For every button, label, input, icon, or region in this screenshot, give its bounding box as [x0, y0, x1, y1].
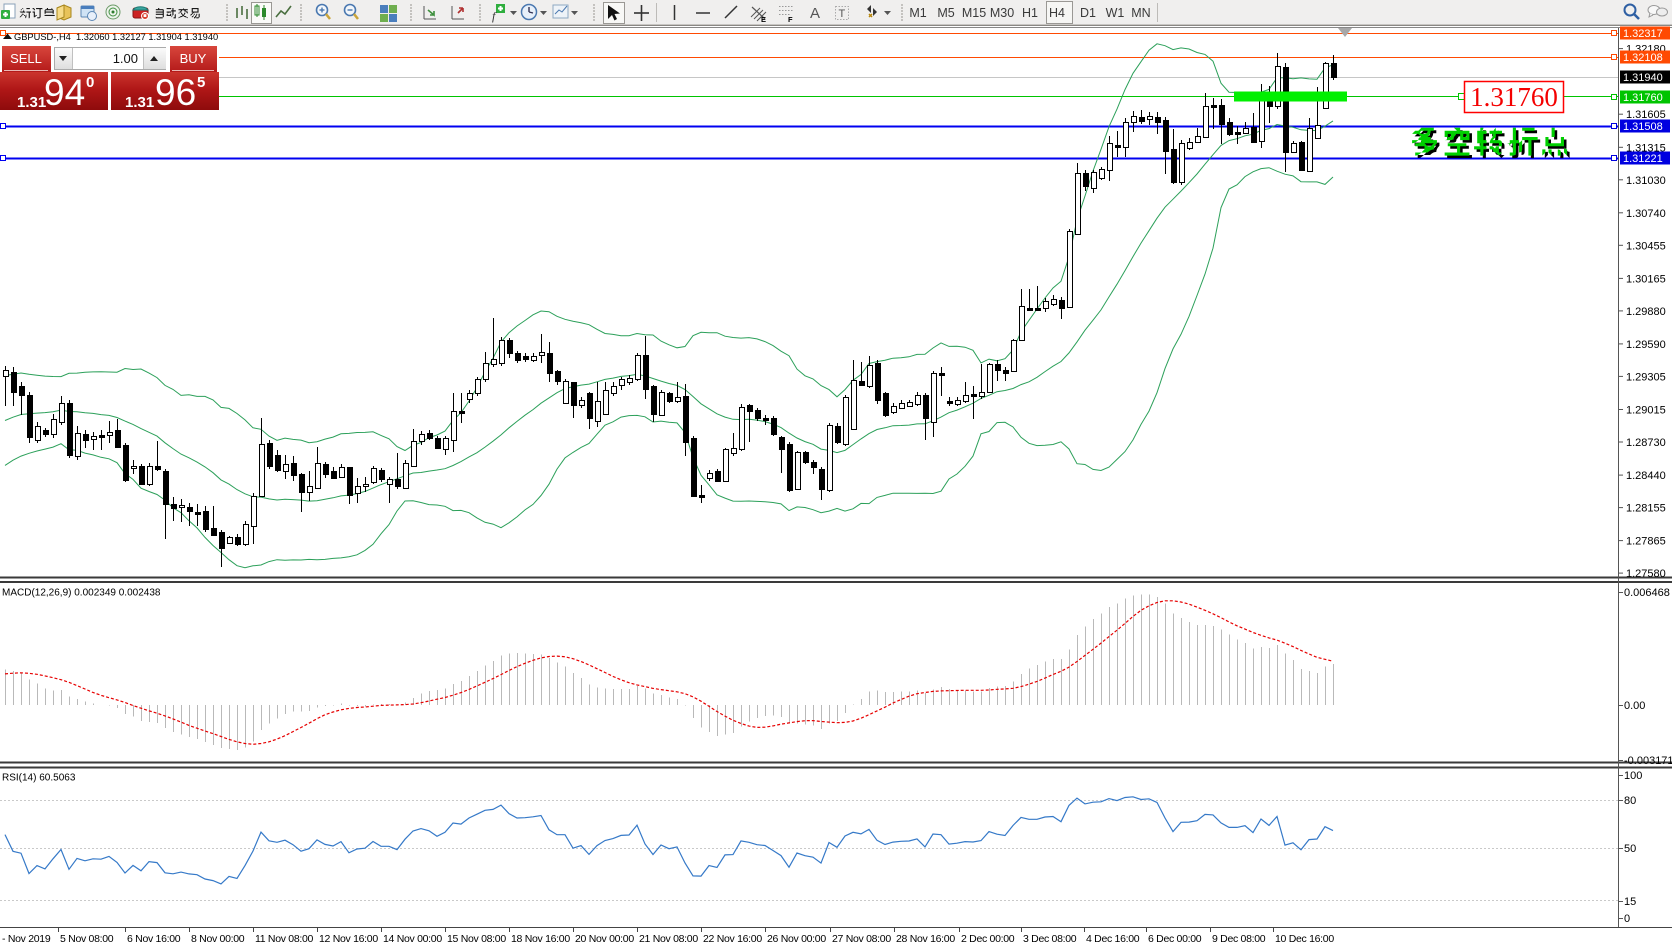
svg-text:-0.003171: -0.003171: [1624, 755, 1672, 767]
svg-text:1.31221: 1.31221: [1623, 153, 1663, 165]
svg-text:1.31315: 1.31315: [1626, 142, 1666, 154]
svg-text:20 Nov 00:00: 20 Nov 00:00: [575, 933, 634, 945]
svg-text:1.31605: 1.31605: [1626, 109, 1666, 121]
svg-text:1.27865: 1.27865: [1626, 536, 1666, 548]
svg-text:50: 50: [1624, 843, 1636, 855]
svg-text:21 Nov 08:00: 21 Nov 08:00: [639, 933, 698, 945]
svg-text:T: T: [839, 8, 846, 20]
svg-text:1.30165: 1.30165: [1626, 273, 1666, 285]
svg-text:MACD(12,26,9) 0.002349 0.00243: MACD(12,26,9) 0.002349 0.002438: [2, 588, 161, 599]
svg-text:M5: M5: [937, 6, 954, 20]
svg-text:1.32317: 1.32317: [1623, 28, 1663, 40]
svg-text:A: A: [810, 5, 820, 22]
svg-text:12 Nov 16:00: 12 Nov 16:00: [319, 933, 378, 945]
svg-text:1.31760: 1.31760: [1623, 92, 1663, 104]
svg-text:18 Nov 16:00: 18 Nov 16:00: [511, 933, 570, 945]
svg-text:1.30455: 1.30455: [1626, 240, 1666, 252]
svg-text:80: 80: [1624, 795, 1636, 807]
svg-text:26 Nov 00:00: 26 Nov 00:00: [767, 933, 826, 945]
svg-text:H4: H4: [1049, 6, 1065, 20]
svg-text:1.28730: 1.28730: [1626, 437, 1666, 449]
svg-text:0.00: 0.00: [1624, 700, 1645, 712]
svg-text:1.28440: 1.28440: [1626, 470, 1666, 482]
svg-text:GBPUSD-,H4 1.32060 1.32127 1.: GBPUSD-,H4 1.32060 1.32127 1.31904 1.319…: [14, 32, 218, 42]
svg-text:1.30740: 1.30740: [1626, 208, 1666, 220]
svg-text:1.27580: 1.27580: [1626, 568, 1666, 580]
svg-text:1.29015: 1.29015: [1626, 405, 1666, 417]
svg-text:28 Nov 16:00: 28 Nov 16:00: [896, 933, 955, 945]
svg-text:15 Nov 08:00: 15 Nov 08:00: [447, 933, 506, 945]
svg-text:RSI(14) 60.5063: RSI(14) 60.5063: [2, 773, 76, 784]
svg-text:H1: H1: [1022, 6, 1038, 20]
svg-text:1.29880: 1.29880: [1626, 306, 1666, 318]
svg-text:M1: M1: [909, 6, 926, 20]
svg-text:100: 100: [1624, 770, 1642, 782]
svg-text:4 Dec 16:00: 4 Dec 16:00: [1086, 933, 1140, 945]
svg-text:8 Nov 00:00: 8 Nov 00:00: [191, 933, 245, 945]
svg-text:0.006468: 0.006468: [1624, 587, 1670, 599]
svg-text:1.31030: 1.31030: [1626, 175, 1666, 187]
svg-text:3 Dec 08:00: 3 Dec 08:00: [1023, 933, 1077, 945]
svg-text:M15: M15: [962, 6, 986, 20]
svg-text:1.29305: 1.29305: [1626, 371, 1666, 383]
svg-text:1.31760: 1.31760: [1470, 82, 1558, 112]
svg-text:5 Nov 08:00: 5 Nov 08:00: [60, 933, 114, 945]
svg-text:9 Dec 08:00: 9 Dec 08:00: [1212, 933, 1266, 945]
svg-text:M30: M30: [990, 6, 1014, 20]
svg-text:22 Nov 16:00: 22 Nov 16:00: [703, 933, 762, 945]
svg-text:f: f: [492, 9, 497, 23]
svg-text:MN: MN: [1131, 6, 1150, 20]
svg-text:W1: W1: [1106, 6, 1125, 20]
svg-text:1.32108: 1.32108: [1623, 52, 1663, 64]
svg-text:6 Dec 00:00: 6 Dec 00:00: [1148, 933, 1202, 945]
svg-text:- Nov 2019: - Nov 2019: [2, 933, 51, 945]
svg-text:1.28155: 1.28155: [1626, 503, 1666, 515]
svg-text:27 Nov 08:00: 27 Nov 08:00: [832, 933, 891, 945]
svg-text:6 Nov 16:00: 6 Nov 16:00: [127, 933, 181, 945]
svg-text:1.31508: 1.31508: [1623, 121, 1663, 133]
svg-text:14 Nov 00:00: 14 Nov 00:00: [383, 933, 442, 945]
svg-text:10 Dec 16:00: 10 Dec 16:00: [1275, 933, 1334, 945]
svg-text:1.29590: 1.29590: [1626, 339, 1666, 351]
svg-text:2 Dec 00:00: 2 Dec 00:00: [961, 933, 1015, 945]
svg-text:F: F: [788, 15, 793, 24]
svg-text:1.31940: 1.31940: [1623, 72, 1663, 84]
svg-text:0: 0: [1624, 913, 1630, 925]
svg-text:11 Nov 08:00: 11 Nov 08:00: [255, 933, 314, 945]
svg-text:E: E: [761, 15, 766, 24]
svg-text:D1: D1: [1080, 6, 1096, 20]
svg-text:15: 15: [1624, 896, 1636, 908]
